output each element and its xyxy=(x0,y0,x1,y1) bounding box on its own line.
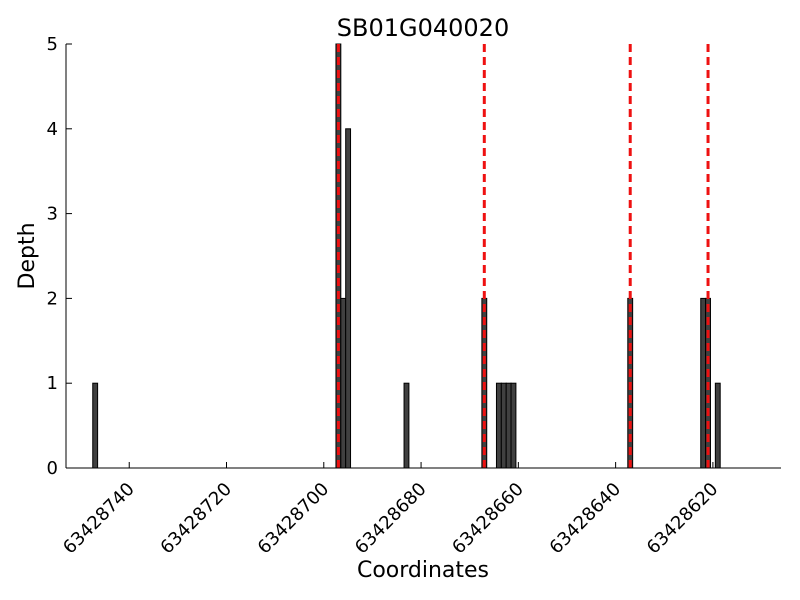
y-tick-label: 4 xyxy=(47,119,58,140)
y-tick-label: 2 xyxy=(47,288,58,309)
x-tick-label: 63428640 xyxy=(546,479,626,559)
x-axis-title: Coordinates xyxy=(357,558,489,583)
y-tick-label: 0 xyxy=(47,458,58,479)
chart-title: SB01G040020 xyxy=(337,14,509,42)
x-tick-label: 63428660 xyxy=(448,479,528,559)
y-tick-label: 3 xyxy=(47,204,58,225)
bar xyxy=(700,297,707,469)
x-tick-label: 63428700 xyxy=(254,479,334,559)
bar xyxy=(500,382,507,469)
bar xyxy=(345,128,352,469)
bar xyxy=(340,297,347,469)
bar xyxy=(495,382,502,469)
x-tick-label: 63428680 xyxy=(351,479,431,559)
y-axis-title: Depth xyxy=(15,222,40,289)
x-tick-label: 63428620 xyxy=(643,479,723,559)
x-tick-label: 63428740 xyxy=(59,479,139,559)
bar xyxy=(714,382,721,469)
x-tick-label: 63428720 xyxy=(156,479,236,559)
bar xyxy=(92,382,99,469)
bar xyxy=(403,382,410,469)
bar xyxy=(510,382,517,469)
y-tick-label: 5 xyxy=(47,34,58,55)
bar xyxy=(505,382,512,469)
y-tick-label: 1 xyxy=(47,373,58,394)
